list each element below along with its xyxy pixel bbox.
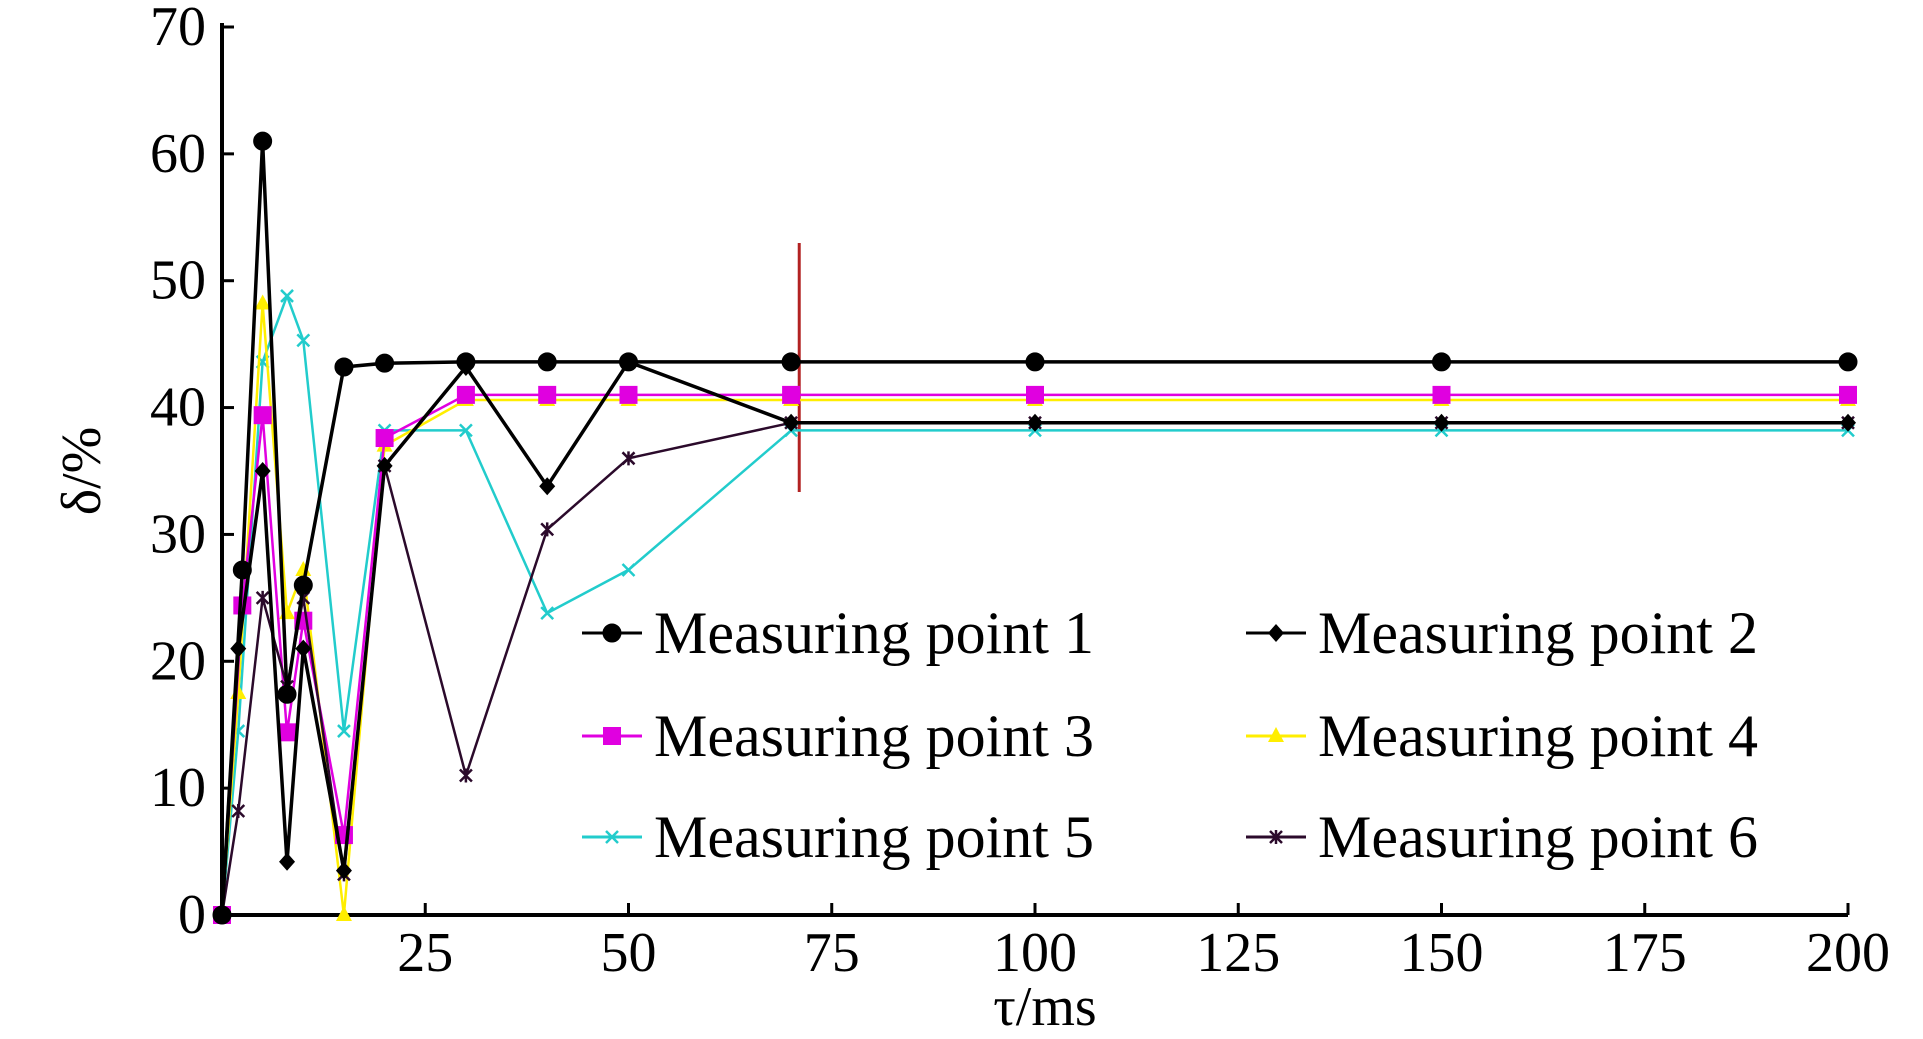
data-point: [254, 462, 271, 480]
data-point: [277, 684, 297, 704]
legend-label: Measuring point 2: [1318, 600, 1758, 666]
x-axis-title: τ/ms: [993, 976, 1096, 1038]
data-point: [537, 352, 557, 372]
y-tick-label: 10: [150, 757, 206, 819]
data-point: [253, 131, 273, 151]
data-point: [783, 413, 800, 432]
y-tick-label: 20: [150, 630, 206, 692]
series-line: [220, 360, 1848, 916]
data-point: [459, 423, 473, 438]
data-point: [1839, 385, 1857, 404]
legend-label: Measuring point 1: [654, 600, 1094, 666]
y-tick-label: 70: [150, 0, 206, 58]
data-point: [255, 590, 270, 605]
data-point: [621, 451, 636, 466]
data-point: [280, 289, 294, 303]
y-tick-label: 40: [150, 377, 206, 439]
x-tick-label: 125: [1196, 922, 1280, 984]
y-tick-label: 30: [150, 503, 206, 565]
data-point: [232, 560, 252, 580]
data-point: [1432, 352, 1451, 372]
legend-label: Measuring point 3: [654, 703, 1094, 769]
data-point: [231, 803, 246, 818]
data-point: [334, 357, 354, 377]
data-point: [540, 522, 555, 537]
x-tick-label: 75: [804, 922, 860, 984]
data-point: [296, 333, 311, 348]
legend-label: Measuring point 5: [654, 804, 1094, 870]
x-tick-label: 25: [397, 922, 453, 984]
data-point: [253, 406, 272, 425]
data-point: [782, 385, 801, 404]
data-point: [539, 477, 556, 496]
data-point: [230, 684, 247, 699]
series-layer: [212, 131, 1858, 925]
legend-item: Measuring point 6: [1246, 804, 1758, 870]
legend-item: Measuring point 3: [582, 703, 1094, 769]
data-point: [295, 639, 312, 658]
data-point: [279, 852, 296, 871]
data-point: [233, 596, 252, 615]
legend-item: Measuring point 2: [1246, 600, 1758, 666]
data-point: [375, 353, 395, 373]
x-tick-label: 100: [993, 922, 1077, 984]
data-point: [278, 723, 297, 742]
series-line: [220, 139, 1848, 916]
data-point: [375, 429, 394, 448]
legend-marker: [605, 830, 619, 844]
x-tick-label: 50: [601, 922, 657, 984]
y-tick-label: 0: [178, 884, 206, 946]
x-tick-label: 150: [1400, 922, 1484, 984]
legend-marker: [1268, 624, 1284, 642]
x-tick-label: 175: [1603, 922, 1687, 984]
data-point: [335, 861, 352, 880]
legend-marker: [1269, 830, 1283, 844]
legend-item: Measuring point 5: [582, 804, 1094, 870]
legend-label: Measuring point 6: [1318, 804, 1758, 870]
y-tick-label: 60: [150, 123, 206, 185]
data-point: [1025, 352, 1045, 372]
data-point: [1838, 352, 1858, 372]
data-point: [538, 385, 557, 404]
data-point: [337, 724, 351, 738]
data-point: [781, 352, 801, 372]
data-point: [1433, 413, 1450, 432]
legend-marker: [1268, 727, 1284, 742]
data-point: [621, 563, 636, 577]
legend: Measuring point 1 Measuring point 2 Measur…: [582, 600, 1758, 870]
y-axis-title: δ/%: [51, 427, 113, 516]
data-point: [456, 385, 475, 404]
legend-item: Measuring point 1: [582, 600, 1094, 666]
data-point: [1432, 385, 1451, 404]
legend-marker: [602, 623, 622, 643]
data-point: [1026, 385, 1044, 404]
data-point: [619, 352, 638, 372]
series-1: [212, 131, 1858, 925]
data-point: [1027, 413, 1043, 432]
data-point: [540, 606, 555, 620]
series-line: [220, 302, 1848, 917]
x-tick-label: 200: [1806, 922, 1890, 984]
data-point: [293, 575, 313, 595]
legend-marker: [603, 727, 621, 745]
data-point: [212, 905, 232, 925]
axis-ticks: 0 10 20 30 40 50 60 70 25 50 75 100 125 150 175 200: [150, 0, 1890, 984]
data-point: [1840, 413, 1856, 432]
data-point: [459, 768, 473, 783]
data-point: [376, 456, 393, 475]
data-point: [619, 385, 638, 404]
data-point: [254, 294, 271, 310]
data-point: [335, 906, 352, 921]
legend-item: Measuring point 4: [1246, 703, 1758, 769]
data-point: [456, 352, 476, 372]
legend-label: Measuring point 4: [1318, 703, 1758, 769]
y-tick-label: 50: [150, 250, 206, 312]
